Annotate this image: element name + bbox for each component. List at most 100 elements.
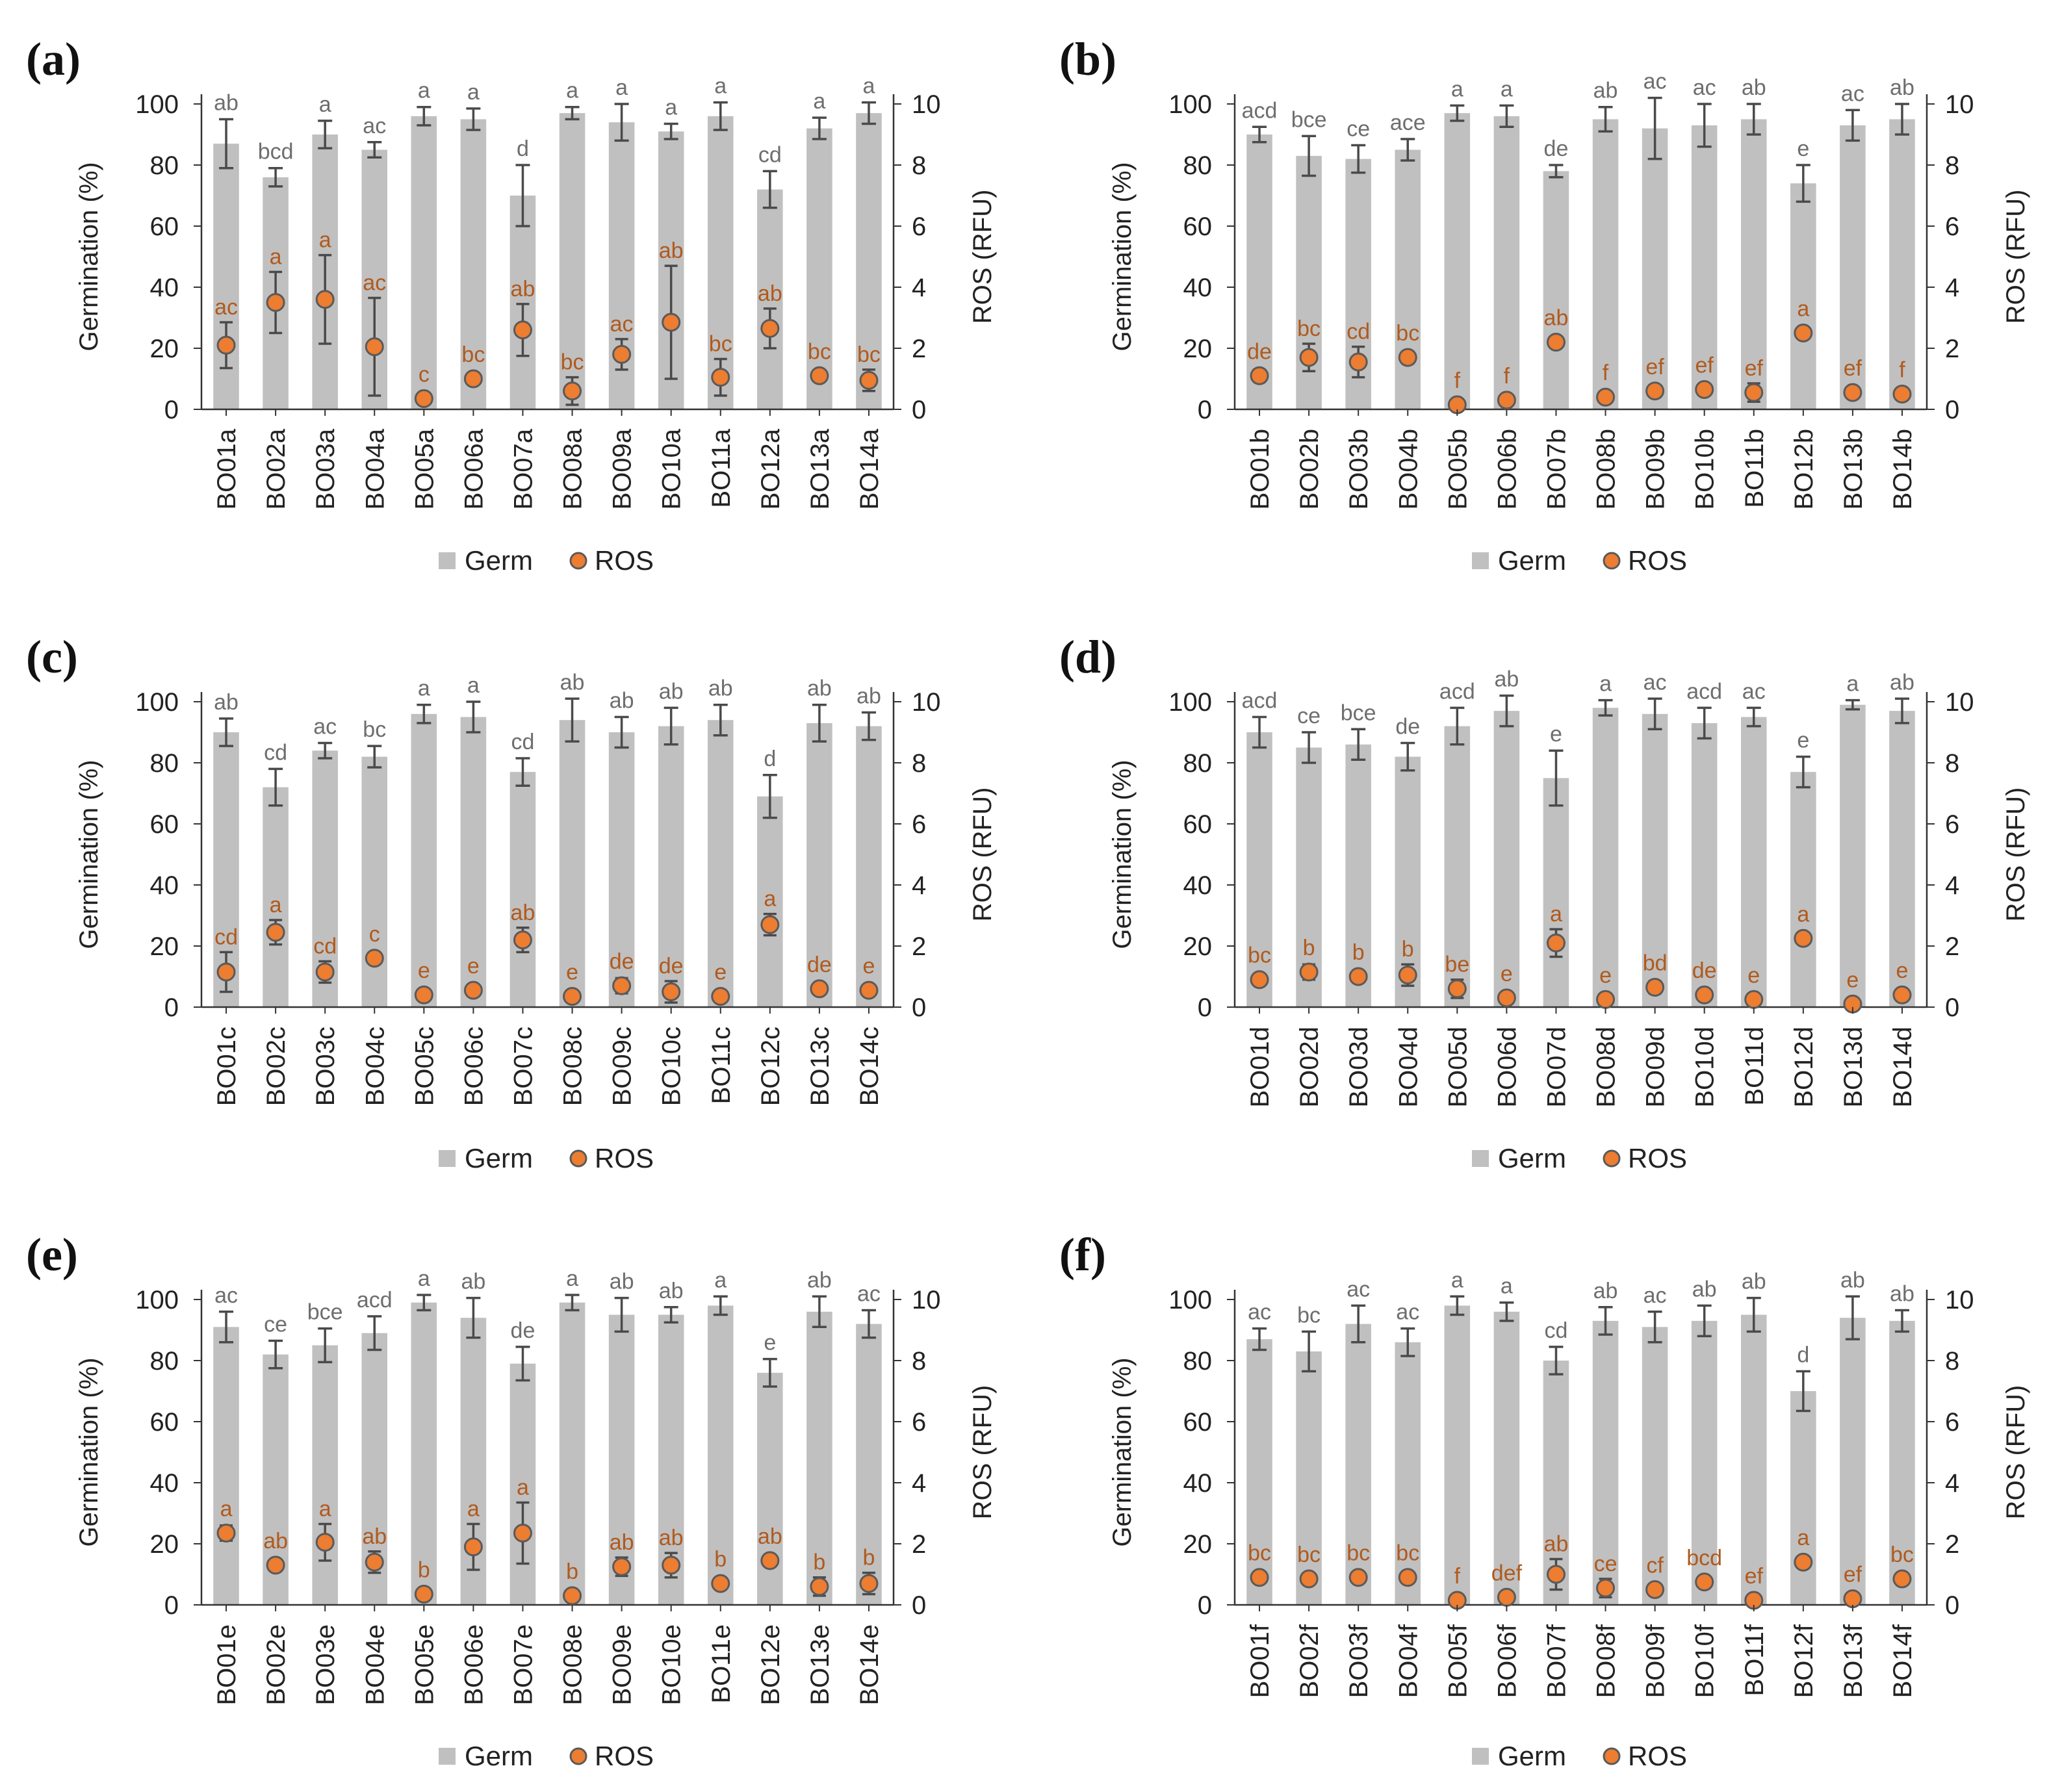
x-tick-label: BO06a <box>459 428 488 509</box>
ros-letter: ab <box>1544 1532 1569 1557</box>
germ-bar <box>1691 1320 1718 1605</box>
y2-axis-title: ROS (RFU) <box>968 1385 997 1520</box>
germ-bar <box>263 787 289 1007</box>
ros-letter: b <box>566 1559 578 1584</box>
x-tick-label: BO07c <box>509 1027 537 1106</box>
ros-letter: bc <box>1297 1542 1321 1567</box>
chart-panel-d: (d) 0 20 40 60 80 100 0 2 4 6 8 10 Germination (%) ROS… <box>1059 631 2030 1173</box>
ros-letter: bc <box>808 339 831 364</box>
ros-point <box>1250 366 1269 385</box>
germ-letter: a <box>467 80 480 105</box>
germ-letter: ab <box>1742 1270 1766 1294</box>
germ-letter: ac <box>1841 81 1864 106</box>
panel-label: (b) <box>1059 33 1116 85</box>
germ-bar <box>1740 119 1767 409</box>
germ-letter: a <box>566 1266 578 1291</box>
ros-point <box>1348 967 1368 986</box>
ros-letter: a <box>1797 902 1809 927</box>
y2-tick-label: 0 <box>1945 1591 1959 1620</box>
x-tick-label: BO12c <box>756 1027 785 1106</box>
y-tick-label: 40 <box>150 274 179 302</box>
x-tick-label: BO01a <box>213 428 241 509</box>
germ-bar <box>608 732 635 1007</box>
y2-tick-label: 8 <box>912 151 926 180</box>
legend-germ-label: Germ <box>465 1143 533 1173</box>
legend-germ-swatch <box>439 1748 456 1765</box>
germ-letter: ab <box>610 689 634 713</box>
x-tick-label: BO13d <box>1839 1027 1868 1108</box>
germ-letter: ab <box>560 670 585 695</box>
ros-letter: bcd <box>1686 1546 1722 1570</box>
germ-letter: acd <box>357 1288 393 1312</box>
ros-letter: ac <box>214 295 238 320</box>
germ-letter: d <box>517 136 529 161</box>
legend-germ-swatch <box>439 552 456 569</box>
x-tick-label: BO10b <box>1691 429 1720 510</box>
germ-bar <box>1889 1320 1915 1605</box>
germ-letter: e <box>1797 136 1809 161</box>
y-tick-label: 40 <box>150 1469 179 1498</box>
germ-letter: ab <box>1890 75 1914 100</box>
legend-ros-swatch <box>569 1747 587 1765</box>
ros-point <box>513 320 532 340</box>
germ-letter: ab <box>1593 1279 1618 1303</box>
ros-letter: ab <box>362 1524 387 1549</box>
x-tick-label: BO13a <box>806 428 834 509</box>
ros-letter: e <box>1501 962 1513 986</box>
chart-panel-c: (c) 0 20 40 60 80 100 0 2 4 6 8 10 Germination (%) ROS… <box>26 631 997 1173</box>
germ-bar <box>856 726 882 1007</box>
y-tick-label: 20 <box>1183 335 1213 363</box>
germ-bar <box>1543 171 1569 409</box>
ros-point <box>760 318 780 338</box>
x-tick-label: BO10a <box>658 428 686 509</box>
germ-letter: ab <box>1840 1268 1865 1292</box>
germ-bar <box>1790 1391 1816 1605</box>
ros-point <box>315 290 335 309</box>
germ-bar <box>856 113 882 409</box>
x-tick-label: BO06f <box>1493 1624 1521 1698</box>
germ-bar <box>707 1305 734 1605</box>
germ-bar <box>1740 1314 1767 1605</box>
x-tick-label: BO05e <box>410 1624 439 1706</box>
panel-label: (e) <box>26 1229 78 1281</box>
ros-point <box>1546 333 1566 352</box>
y2-tick-label: 8 <box>912 1347 926 1376</box>
germ-letter: d <box>764 747 776 771</box>
x-tick-label: BO05d <box>1443 1027 1472 1108</box>
ros-letter: bc <box>1347 1541 1370 1566</box>
germ-bar <box>856 1324 882 1605</box>
germ-letter: a <box>615 75 628 100</box>
y2-tick-label: 2 <box>1945 335 1959 363</box>
ros-letter: de <box>807 953 832 977</box>
x-tick-label: BO05b <box>1443 429 1472 510</box>
ros-letter: a <box>764 887 776 912</box>
y2-tick-label: 4 <box>912 871 926 900</box>
germ-bar <box>1395 1342 1421 1605</box>
ros-letter: de <box>1247 339 1272 364</box>
germ-letter: a <box>1599 672 1612 697</box>
ros-letter: bc <box>1396 321 1419 346</box>
x-tick-label: BO14d <box>1888 1027 1917 1108</box>
legend-germ-swatch <box>1472 1150 1489 1167</box>
germ-bar <box>1592 1320 1619 1605</box>
ros-letter: b <box>813 1550 825 1575</box>
legend-ros-swatch <box>1603 1747 1621 1765</box>
germ-bar <box>1642 713 1668 1007</box>
germ-letter: ce <box>1297 704 1321 728</box>
germ-bar <box>1592 119 1619 409</box>
germ-letter: bc <box>1297 1303 1321 1327</box>
ros-point <box>1596 387 1616 407</box>
ros-point <box>1398 348 1417 367</box>
ros-point <box>859 980 879 1000</box>
legend-ros-swatch <box>569 552 587 570</box>
germ-letter: a <box>813 89 825 114</box>
y-tick-label: 0 <box>1198 1591 1212 1620</box>
y-tick-label: 80 <box>150 151 179 180</box>
y-tick-label: 60 <box>150 1408 179 1437</box>
ros-point <box>1794 324 1813 342</box>
x-tick-label: BO02f <box>1295 1624 1324 1698</box>
y-tick-label: 0 <box>164 396 179 424</box>
x-tick-label: BO13e <box>806 1624 834 1706</box>
ros-point <box>859 1574 879 1593</box>
